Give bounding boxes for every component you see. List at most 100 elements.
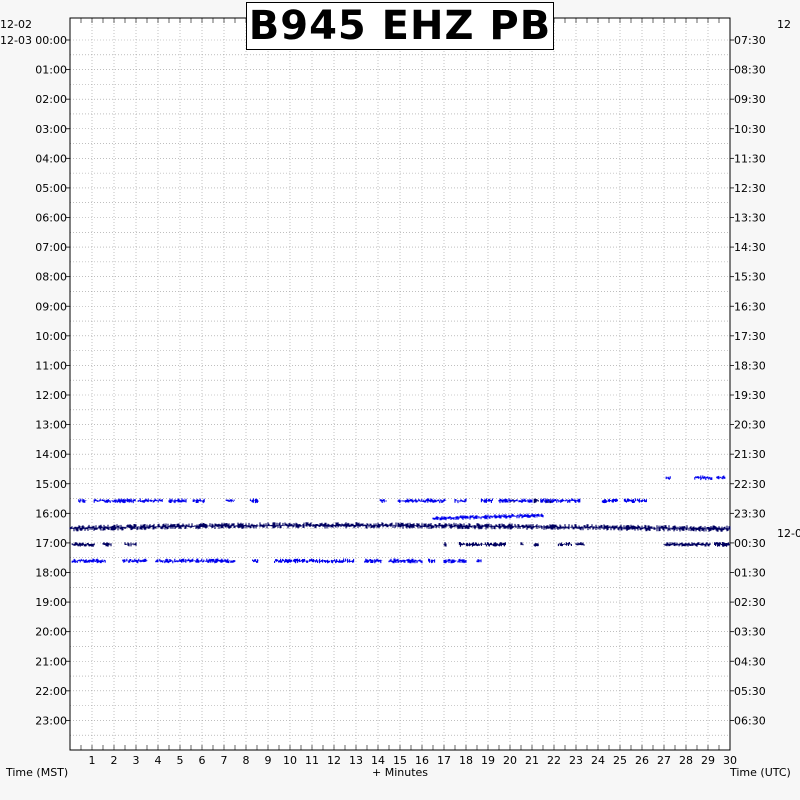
seismic-trace-segment	[663, 542, 711, 547]
left-hour-label: 00:00	[35, 34, 67, 47]
left-axis-label: Time (MST)	[6, 766, 69, 779]
left-hour-label: 07:00	[35, 241, 67, 254]
x-tick-label: 28	[679, 754, 693, 767]
left-hour-label: 11:00	[35, 359, 67, 372]
left-date-previous: 12-02	[0, 18, 32, 31]
x-tick-label: 8	[243, 754, 250, 767]
right-hour-label: 23:30	[734, 507, 766, 520]
seismic-trace-segment	[428, 558, 436, 564]
left-hour-label: 10:00	[35, 330, 67, 343]
x-tick-label: 29	[701, 754, 715, 767]
seismic-trace-segment	[388, 558, 423, 564]
left-hour-label: 16:00	[35, 507, 67, 520]
x-tick-label: 23	[569, 754, 583, 767]
seismic-trace-segment	[78, 498, 88, 503]
left-date-current: 12-03	[0, 34, 32, 47]
seismic-trace-segment	[443, 542, 447, 547]
seismic-trace-segment	[192, 498, 205, 504]
right-hour-label: 13:30	[734, 212, 766, 225]
left-hour-label: 12:00	[35, 389, 67, 402]
seismic-trace-segment	[432, 513, 544, 521]
seismic-trace-segment	[379, 499, 387, 503]
seismic-trace-segment	[93, 498, 136, 504]
x-axis-label: + Minutes	[372, 766, 429, 779]
right-hour-label: 16:30	[734, 300, 766, 313]
seismic-trace-segment	[694, 475, 713, 481]
right-hour-label: 21:30	[734, 448, 766, 461]
x-tick-label: 14	[371, 754, 385, 767]
x-tick-label: 12	[327, 754, 341, 767]
x-tick-label: 19	[481, 754, 495, 767]
x-tick-label: 25	[613, 754, 627, 767]
seismic-trace-segment	[480, 498, 493, 503]
seismic-trace-segment	[155, 558, 236, 564]
seismic-trace-segment	[540, 498, 581, 504]
x-tick-label: 30	[723, 754, 737, 767]
seismic-trace-segment	[124, 542, 137, 547]
left-hour-label: 22:00	[35, 685, 67, 698]
x-tick-label: 10	[283, 754, 297, 767]
right-hour-label: 15:30	[734, 271, 766, 284]
left-hour-label: 15:00	[35, 478, 67, 491]
right-hour-label: 17:30	[734, 330, 766, 343]
right-hour-label: 11:30	[734, 152, 766, 165]
seismic-trace-segment	[443, 558, 467, 564]
right-hour-label: 06:30	[734, 714, 766, 727]
x-tick-label: 17	[437, 754, 451, 767]
seismic-trace-segment	[533, 543, 539, 547]
left-hour-label: 02:00	[35, 93, 67, 106]
seismic-trace-segment	[454, 498, 467, 504]
x-tick-label: 9	[265, 754, 272, 767]
seismic-trace-segment	[476, 559, 482, 563]
x-tick-label: 15	[393, 754, 407, 767]
right-date-top: 12	[777, 18, 791, 31]
x-tick-label: 24	[591, 754, 605, 767]
x-tick-label: 18	[459, 754, 473, 767]
x-tick-label: 5	[177, 754, 184, 767]
seismic-trace-segment	[274, 558, 355, 564]
left-hour-label: 20:00	[35, 626, 67, 639]
right-hour-label: 20:30	[734, 419, 766, 432]
right-hour-label: 18:30	[734, 359, 766, 372]
chart-title: B945 EHZ PB	[246, 2, 554, 50]
x-tick-label: 7	[221, 754, 228, 767]
seismic-trace-segment	[137, 498, 163, 503]
seismic-trace-segment	[623, 498, 647, 503]
left-hour-label: 13:00	[35, 419, 67, 432]
right-hour-label: 00:30	[734, 537, 766, 550]
left-hour-label: 23:00	[35, 714, 67, 727]
seismic-trace-segment	[252, 559, 260, 563]
seismic-trace-segment	[533, 498, 539, 504]
right-hour-label: 03:30	[734, 626, 766, 639]
left-hour-label: 01:00	[35, 64, 67, 77]
left-hour-label: 19:00	[35, 596, 67, 609]
seismic-trace-segment	[69, 522, 731, 532]
seismic-trace-segment	[225, 499, 235, 503]
seismic-trace-segment	[498, 498, 533, 504]
right-hour-label: 12:30	[734, 182, 766, 195]
left-hour-label: 21:00	[35, 655, 67, 668]
right-hour-label: 05:30	[734, 685, 766, 698]
x-tick-label: 20	[503, 754, 517, 767]
seismic-trace-segment	[557, 542, 572, 547]
x-tick-label: 2	[111, 754, 118, 767]
x-tick-label: 3	[133, 754, 140, 767]
left-hour-label: 14:00	[35, 448, 67, 461]
x-tick-label: 1	[89, 754, 96, 767]
seismic-trace-segment	[714, 542, 731, 547]
right-hour-label: 08:30	[734, 64, 766, 77]
seismic-trace-segment	[71, 542, 95, 547]
right-hour-label: 19:30	[734, 389, 766, 402]
seismic-trace-segment	[249, 498, 259, 504]
left-hour-label: 18:00	[35, 567, 67, 580]
left-hour-label: 17:00	[35, 537, 67, 550]
x-tick-label: 27	[657, 754, 671, 767]
right-hour-label: 22:30	[734, 478, 766, 491]
x-tick-label: 11	[305, 754, 319, 767]
right-axis-label: Time (UTC)	[730, 766, 791, 779]
x-tick-label: 6	[199, 754, 206, 767]
left-hour-label: 09:00	[35, 300, 67, 313]
right-hour-label: 01:30	[734, 567, 766, 580]
left-hour-label: 05:00	[35, 182, 67, 195]
